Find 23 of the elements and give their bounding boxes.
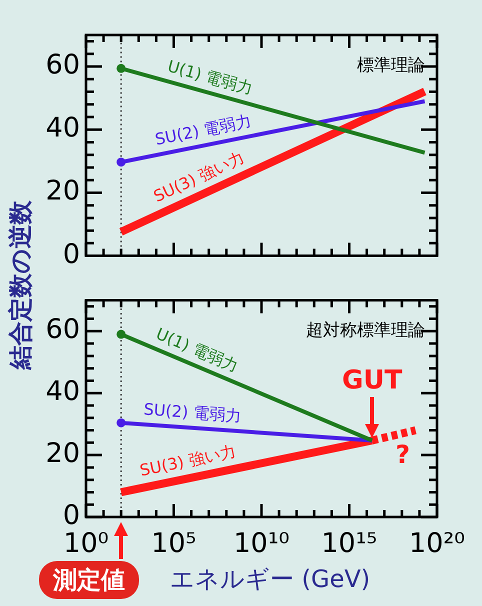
- x-tick-label: 10⁵: [151, 528, 196, 560]
- series-label: SU(2) 電弱力: [143, 400, 242, 426]
- text: SU(2) 電弱力: [153, 111, 253, 149]
- x-tick-label: 10¹⁰: [233, 528, 290, 560]
- x-axis-title: エネルギー (GeV): [170, 564, 370, 595]
- text: U(1) 電弱力: [153, 324, 242, 376]
- y-tick-label: 40: [46, 376, 80, 408]
- y-tick-label: 60: [46, 314, 80, 346]
- annotation: GUT: [342, 365, 402, 396]
- x-tick-label: 10²⁰: [408, 528, 466, 560]
- y-tick-label: 60: [46, 50, 80, 81]
- y-tick-label: 0: [62, 238, 80, 270]
- y-tick-label: 20: [46, 438, 80, 470]
- text: 標準理論: [357, 55, 425, 76]
- text: 測定値: [39, 561, 140, 599]
- text: SU(3) 強い力: [138, 442, 238, 480]
- text: 超対称標準理論: [306, 320, 425, 341]
- y-tick-label: 20: [46, 176, 80, 207]
- x-tick-label: 10¹⁵: [321, 528, 378, 560]
- y-tick-label: 40: [46, 112, 80, 144]
- text: U(1) 電弱力: [166, 56, 255, 98]
- annotation: ?: [396, 440, 410, 470]
- y-axis-title: 結合定数の逆数: [5, 200, 35, 370]
